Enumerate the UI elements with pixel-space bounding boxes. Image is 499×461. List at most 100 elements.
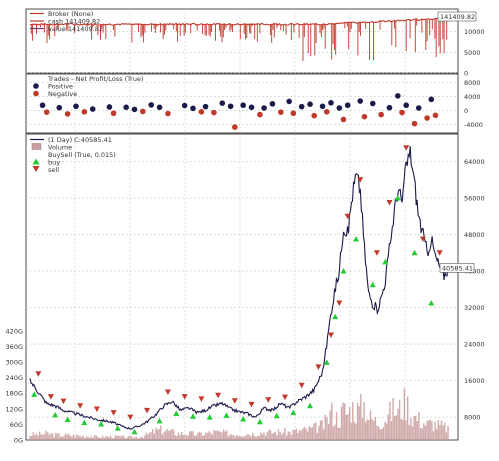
volume-bar-137 — [250, 436, 252, 440]
volume-bar-10 — [45, 430, 47, 440]
volume-bar-234 — [407, 396, 409, 440]
volume-bar-81 — [160, 425, 162, 440]
price-y-tick-right-7: 8000 — [464, 414, 481, 422]
volume-bar-64 — [132, 438, 134, 440]
buy-marker-9 — [190, 413, 197, 419]
price-y-tick-right-4: 32000 — [464, 304, 485, 312]
volume-bar-227 — [395, 415, 398, 440]
buy-marker-11 — [223, 412, 230, 418]
volume-bar-114 — [213, 430, 215, 440]
volume-bar-42 — [97, 436, 99, 440]
volume-bar-17 — [56, 433, 59, 440]
volume-bar-178 — [316, 433, 318, 440]
volume-bar-20 — [61, 436, 63, 440]
volume-bar-164 — [294, 430, 296, 440]
volume-bar-176 — [313, 423, 315, 440]
buy-marker-5 — [114, 425, 121, 431]
volume-bar-28 — [74, 437, 76, 440]
volume-bar-98 — [187, 435, 189, 440]
trades-negative-point-18 — [411, 120, 418, 127]
volume-bar-153 — [276, 435, 278, 440]
sell-marker-9 — [181, 394, 188, 400]
volume-bar-73 — [147, 434, 149, 440]
price-legend-label-0: (1 Day) C:40585.41 — [48, 136, 112, 144]
volume-bar-82 — [161, 434, 163, 440]
broker-cash-series — [30, 17, 448, 61]
trades-positive-point-4 — [106, 104, 113, 110]
volume-bar-165 — [295, 428, 297, 440]
volume-bar-233 — [405, 420, 407, 440]
buy-marker-25 — [428, 299, 435, 306]
volume-bar-187 — [331, 402, 333, 440]
buy-marker-12 — [240, 415, 247, 422]
volume-bar-244 — [423, 423, 425, 440]
volume-bar-70 — [142, 437, 144, 440]
buy-marker-7 — [156, 417, 163, 424]
buy-marker-20 — [353, 236, 360, 242]
trades-positive-point-26 — [369, 100, 376, 107]
volume-bar-148 — [268, 430, 270, 440]
volume-bar-242 — [419, 428, 422, 440]
volume-bar-249 — [431, 421, 433, 440]
volume-bar-69 — [140, 436, 143, 440]
volume-bar-224 — [390, 421, 393, 440]
volume-bar-57 — [121, 435, 123, 440]
buy-marker-16 — [307, 402, 314, 409]
volume-bar-45 — [101, 435, 104, 440]
price-y-tick-left-4: 180G — [6, 390, 23, 398]
volume-bar-91 — [176, 435, 178, 440]
sell-marker-2 — [60, 398, 67, 405]
volume-bar-256 — [442, 425, 444, 440]
trades-positive-point-21 — [319, 103, 326, 110]
volume-bar-245 — [424, 425, 427, 440]
volume-bar-127 — [234, 436, 236, 440]
volume-bar-35 — [85, 436, 88, 440]
volume-bar-246 — [426, 420, 428, 440]
sell-marker-5 — [110, 410, 117, 416]
trades-positive-point-8 — [156, 104, 163, 111]
volume-bar-250 — [432, 431, 435, 440]
volume-bar-8 — [42, 434, 44, 440]
volume-bar-65 — [134, 437, 136, 440]
volume-bar-74 — [148, 432, 151, 440]
buy-marker-23 — [394, 194, 401, 201]
volume-bar-209 — [366, 419, 368, 440]
buy-marker-15 — [290, 409, 297, 416]
volume-bar-158 — [284, 427, 286, 440]
price-y-tick-left-2: 300G — [6, 359, 23, 367]
volume-bar-11 — [47, 432, 49, 440]
volume-bar-59 — [124, 438, 126, 440]
price-y-tick-left-5: 120G — [6, 405, 23, 413]
buy-marker-8 — [173, 410, 180, 417]
volume-bar-95 — [182, 435, 184, 440]
trades-legend-swatch-2 — [33, 90, 39, 97]
volume-bar-168 — [300, 430, 302, 440]
volume-bar-177 — [315, 422, 317, 440]
volume-bar-40 — [93, 435, 96, 440]
trades-legend-swatch-1 — [33, 83, 39, 89]
volume-bar-24 — [68, 433, 70, 440]
broker-last-value-box — [437, 11, 477, 22]
buy-marker-3 — [81, 419, 88, 426]
trades-positive-point-19 — [298, 103, 305, 110]
trades-legend-label-1: Positive — [48, 83, 73, 91]
volume-bar-93 — [179, 435, 181, 440]
volume-bar-145 — [263, 432, 265, 440]
volume-bar-52 — [113, 437, 115, 440]
volume-bar-142 — [258, 436, 260, 440]
volume-bar-258 — [445, 432, 448, 440]
volume-bar-196 — [345, 415, 347, 440]
volume-bar-125 — [231, 434, 233, 440]
volume-bar-90 — [174, 435, 176, 440]
volume-bar-229 — [398, 399, 401, 440]
trades-positive-point-11 — [202, 103, 209, 110]
volume-bar-138 — [252, 432, 254, 440]
volume-bar-119 — [221, 432, 223, 440]
volume-bar-37 — [89, 438, 91, 440]
volume-bar-207 — [363, 402, 365, 440]
volume-bar-188 — [332, 426, 335, 440]
price-y-tick-right-2: 48000 — [464, 231, 485, 239]
trades-positive-point-30 — [415, 105, 422, 111]
volume-bar-72 — [145, 432, 147, 440]
volume-bar-106 — [200, 432, 202, 440]
